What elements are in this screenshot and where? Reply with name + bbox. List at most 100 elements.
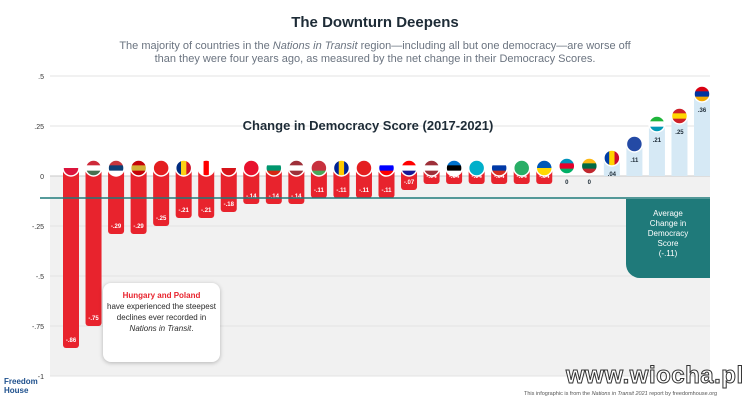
armenia-flag-icon [694,86,710,102]
flag-ring [174,159,193,177]
y-tick-label: -.5 [36,274,44,281]
russia-flag-icon [491,160,508,176]
average-value: (-.11) [658,249,678,258]
logo-line: House [4,386,29,395]
bar-value-label: -.18 [224,202,235,208]
turkmenistan-flag-icon [513,160,530,176]
annotation-callout: Hungary and Poland have experienced the … [103,283,220,362]
footer-credit: This infographic is from the Nations in … [524,391,717,397]
flag-ring [197,159,215,177]
bar-value-label: .36 [698,108,707,114]
bars: -.86 -.75 -.29 -.29 -.25 -.21 -.21 -.18 -.14 -.14… [62,85,711,348]
hungary-flag-icon [85,160,102,176]
bar-value-label: -.11 [314,188,325,194]
average-label-line: Democracy [647,229,689,238]
bar-value-label: -.11 [359,188,370,194]
average-box: Average Change in Democracy Score (-.11) [626,199,710,278]
romania-flag-icon [175,160,192,176]
flag-ring [693,85,711,103]
latvia-flag-icon [423,160,440,176]
flag-ring [467,159,486,177]
y-tick-label: -.75 [32,324,44,331]
serbia-flag-icon [108,160,125,176]
montenegro-flag-icon [130,160,147,176]
flag-ring [107,159,125,177]
chart-title: Change in Democracy Score (2017-2021) [243,118,494,133]
footer-part-3: report by freedomhouse.org [647,391,718,397]
lithuania-flag-icon [581,158,598,174]
belarus-flag-icon [310,160,327,176]
bar-value-label: -.21 [179,208,190,214]
flag-ring [377,159,396,177]
azerbaijan-flag-icon [558,158,575,174]
bar-value-label: -.29 [111,224,122,230]
kosovo-flag-icon [626,136,643,152]
albania-flag-icon [355,160,372,176]
kyrgyzstan-flag-icon [243,160,260,176]
croatia-flag-icon [401,160,418,176]
bar-value-label: -.21 [201,208,212,214]
page-title: The Downturn Deepens [291,14,459,31]
flag-ring [84,159,103,177]
bar-group: .21 [648,115,666,176]
flag-ring [242,159,261,177]
bar [63,168,79,348]
bar-group: .04 [603,149,621,178]
bar [694,94,710,176]
bar-group: -.75 [84,159,103,326]
bar-value-label: -.04 [494,174,505,180]
annotation-italic: Nations in Transit [129,324,192,333]
average-label-line: Score [657,239,679,248]
bar [671,116,688,176]
footer-part-1: This infographic is from the [524,391,592,397]
flag-ring [670,107,689,125]
flag-ring [310,159,328,177]
subtitle-part-3: region—including all but one democracy—a… [154,40,631,65]
georgia-flag-icon [198,160,215,176]
bar-value-label: -.07 [404,180,415,186]
flag-ring [129,159,148,177]
bar-value-label: -.25 [156,216,167,222]
flag-ring [625,135,644,153]
bar-value-label: -.14 [291,194,302,200]
bar [265,168,282,204]
footer-part-2: Nations in Transit 2021 [591,391,648,397]
y-tick-label: .5 [38,74,44,81]
bar [220,168,237,212]
bar-value-label: -.14 [269,194,280,200]
bar [175,168,192,218]
north-macedonia-flag-icon [671,108,688,124]
bar-value-label: -.04 [471,174,482,180]
czech-republic-flag-icon [220,160,237,176]
flag-ring [558,157,576,175]
bar-group: -.04 [467,159,486,184]
y-tick-label: 0 [40,174,44,181]
bar-value-label: .11 [630,158,639,164]
flag-ring [332,159,351,177]
bulgaria-flag-icon [265,160,282,176]
flag-ring [287,159,306,177]
freedom-house-logo: Freedom House [4,377,38,395]
bar-value-label: .25 [675,130,684,136]
uzbekistan-flag-icon [648,116,665,132]
bar-value-label: -.04 [449,174,460,180]
estonia-flag-icon [446,160,463,176]
y-axis-ticks: .5 .25 0 -.25 -.5 -.75 -1 [32,74,44,381]
logo-line: Freedom [4,377,38,386]
subtitle-part-1: The majority of countries in the [119,40,273,52]
y-tick-label: .25 [34,124,44,131]
bar-value-label: -.04 [426,174,437,180]
bar-group: -.18 [220,159,238,212]
y-tick-label: -.25 [32,224,44,231]
bar-value-label: .04 [608,172,617,178]
bar-group: -.11 [310,159,328,198]
bar [243,168,260,204]
bar-value-label: -.86 [66,338,77,344]
bar-group: -.29 [129,159,148,234]
bar-group: -.14 [265,159,283,204]
bar-group: -.11 [377,159,396,198]
poland-flag-icon [63,160,79,176]
flag-ring [152,159,170,177]
bar-group: -.21 [197,159,215,218]
